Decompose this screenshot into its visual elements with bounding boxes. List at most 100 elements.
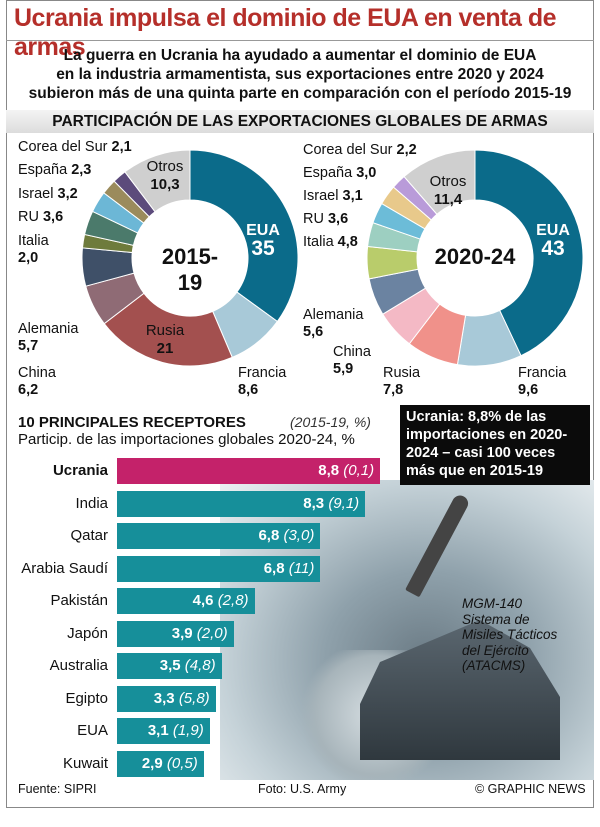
caption-line: del Ejército	[462, 642, 529, 658]
title: Ucrania impulsa el dominio de EUA en ven…	[14, 4, 557, 61]
slice-label-israel: Israel 3,1	[303, 188, 363, 205]
slice-label-eua: EUA 43	[528, 222, 578, 260]
label-name: Italia	[303, 234, 334, 250]
slice-label-italia: Italia 4,8	[303, 234, 358, 251]
label-name: Italia	[18, 233, 49, 249]
bar-prev-value: (2,8)	[217, 592, 249, 609]
caption-line: MGM-140	[462, 596, 523, 611]
bar-label: Ucrania	[52, 462, 108, 479]
label-value: 3,0	[356, 165, 377, 181]
donut-center-label: 2020-24	[434, 244, 516, 269]
bar-value: 3,3	[153, 689, 175, 707]
caption-line: Sistema de	[462, 611, 530, 627]
label-value: 9,6	[518, 382, 539, 398]
bar-label: Australia	[49, 657, 108, 674]
donut-charts	[81, 149, 584, 367]
label-name: España	[303, 165, 353, 181]
bar-prev-value: (9,1)	[328, 494, 360, 512]
subtitle-line: La guerra en Ucrania ha ayudado a aument…	[63, 47, 537, 64]
slice-label-china: China 6,2	[18, 365, 56, 399]
bar: 3,3 (5,8)	[117, 685, 216, 712]
bar-prev-value: (0,5)	[166, 754, 198, 772]
source-note: Fuente: SIPRI	[18, 782, 97, 796]
label-value: 2,2	[396, 142, 417, 158]
bar-value: 8,3	[303, 494, 325, 512]
bar-prev-value: (1,9)	[172, 722, 204, 739]
bar: 6,8 (11)	[117, 555, 321, 582]
label-name: Rusia	[145, 322, 185, 339]
label-value: 6,2	[18, 382, 39, 398]
bar: 3,9 (2,0)	[117, 620, 234, 647]
label-name: Francia	[238, 365, 287, 381]
slice-label-alemania: Alemania 5,7	[18, 321, 78, 355]
slice-label-ru: RU 3,6	[18, 209, 63, 226]
bar-chart-subtitle: Particip. de las importaciones globales …	[18, 431, 355, 448]
label-value: 5,9	[333, 361, 354, 377]
caption-line: Misiles Tácticos	[462, 627, 558, 642]
label-name: España	[18, 162, 68, 178]
slice-label-ru: RU 3,6	[303, 211, 348, 228]
label-value: 10,3	[150, 176, 180, 193]
donut-slice-otros	[124, 149, 191, 213]
bar-prev-value: (0,1)	[343, 462, 375, 479]
slice-label-corea: Corea del Sur 2,1	[18, 139, 132, 156]
photo-credit: Foto: U.S. Army	[258, 782, 347, 796]
label-name: Rusia	[383, 365, 421, 381]
bar: 3,5 (4,8)	[117, 653, 222, 679]
label-name: China	[333, 344, 371, 360]
label-value: 3,6	[327, 211, 349, 227]
bar: 6,8 (3,0)	[117, 523, 321, 549]
label-value: 11,4	[433, 191, 463, 208]
label-name: RU	[18, 209, 39, 225]
label-value: 5,7	[18, 338, 39, 354]
donut-center-label: 2015-19	[161, 244, 219, 295]
bar: 4,6 (2,8)	[117, 588, 255, 614]
slice-label-corea: Corea del Sur 2,2	[303, 142, 417, 159]
label-name: Corea del Sur	[303, 142, 393, 158]
label-name: Otros	[429, 173, 467, 190]
photo-caption: MGM-140 Sistema de Misiles Tácticos del …	[462, 596, 557, 674]
label-name: China	[18, 365, 56, 381]
slice-label-otros: Otros 11,4	[418, 173, 478, 209]
bar-chart-secondary-label: (2015-19, %)	[290, 414, 371, 430]
bar-label: India	[75, 494, 108, 512]
bar-value: 3,1	[147, 722, 169, 739]
bar-value: 6,8	[263, 559, 285, 577]
slice-label-otros: Otros 10,3	[135, 158, 195, 194]
slice-label-israel: Israel 3,2	[18, 186, 78, 203]
slice-label-rusia: Rusia 7,8	[383, 365, 420, 399]
publisher-credit: © GRAPHIC NEWS	[475, 782, 586, 796]
slice-label-espana: España 2,3	[18, 162, 91, 179]
label-value: 5,6	[303, 324, 324, 340]
subtitle-line: subieron más de una quinta parte en comp…	[28, 85, 572, 102]
slice-label-rusia: Rusia 21	[135, 322, 195, 358]
ukraine-callout: Ucrania: 8,8% de las importaciones en 20…	[400, 405, 590, 485]
label-name: Alemania	[303, 307, 364, 323]
donut-slice-eua	[474, 149, 584, 357]
slice-label-italia: Italia 2,0	[18, 233, 49, 267]
label-value: 35	[251, 237, 275, 260]
bar-label: Kuwait	[62, 754, 108, 772]
label-value: 2,0	[18, 250, 39, 266]
caption-line: (ATACMS)	[462, 658, 526, 673]
bar-label: Pakistán	[50, 592, 108, 609]
divider	[6, 40, 594, 41]
bar-value: 2,9	[141, 754, 163, 772]
bar-value: 3,5	[159, 657, 181, 674]
label-value: 2,3	[71, 162, 92, 178]
bar-label: Japón	[67, 624, 108, 642]
bar: 3,1 (1,9)	[117, 718, 210, 744]
label-value: 3,1	[342, 188, 363, 204]
slice-label-alemania: Alemania 5,6	[303, 307, 363, 341]
label-value: 43	[541, 237, 565, 260]
label-name: Alemania	[18, 321, 79, 337]
bar-value: 4,6	[192, 592, 214, 609]
bar-label: Qatar	[70, 527, 108, 544]
slice-label-espana: España 3,0	[303, 165, 376, 182]
section-header: PARTICIPACIÓN DE LAS EXPORTACIONES GLOBA…	[6, 110, 594, 133]
slice-label-eua: EUA 35	[238, 222, 288, 260]
donut-slice-otros	[403, 149, 476, 215]
subtitle-line: en la industria armamentista, sus export…	[56, 66, 544, 83]
label-name: Israel	[303, 188, 339, 204]
bar: 8,3 (9,1)	[117, 490, 366, 517]
